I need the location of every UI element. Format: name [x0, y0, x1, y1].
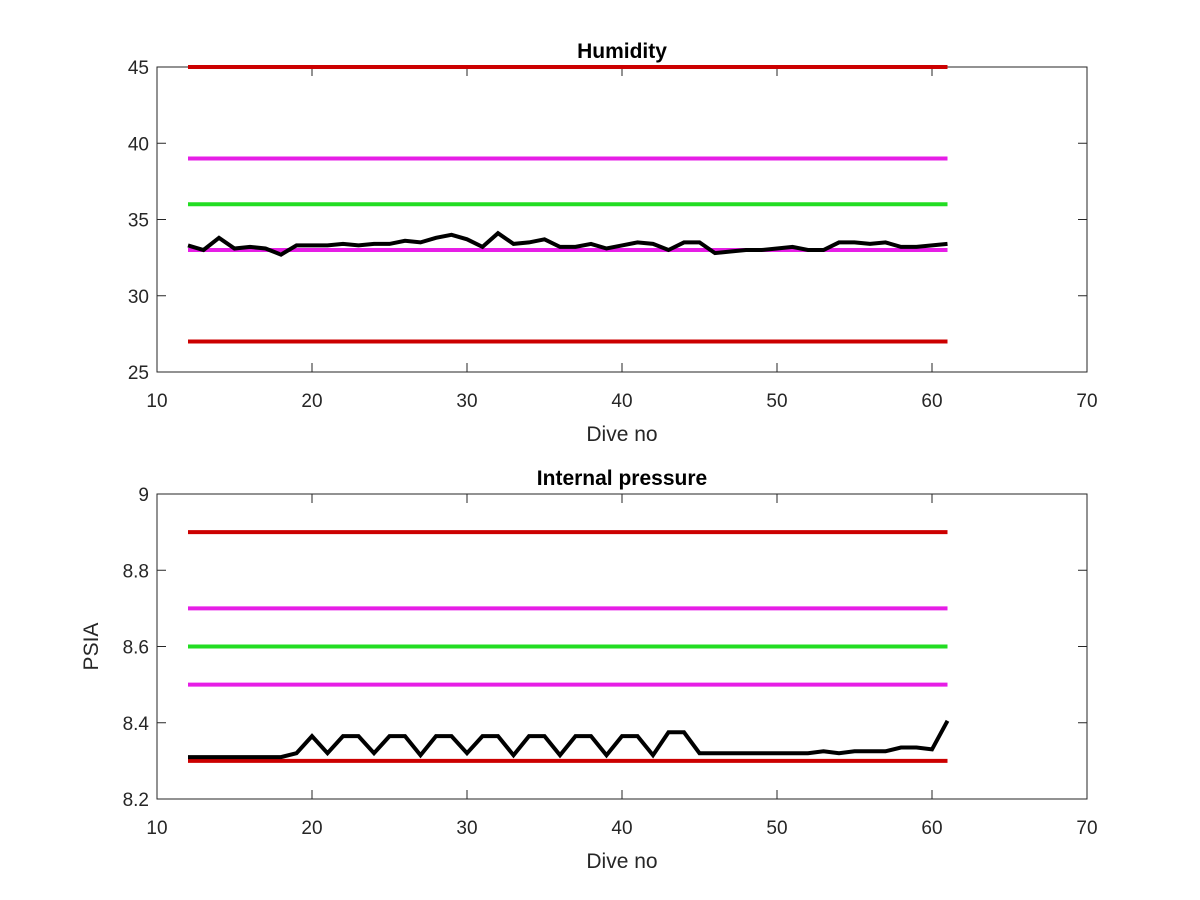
humidity-series-line-5	[187, 230, 948, 257]
internal-pressure-y-tick-label: 8.8	[123, 561, 149, 582]
internal-pressure-y-axis-label: PSIA	[80, 623, 103, 671]
internal-pressure-y-tick-label: 8.2	[123, 790, 149, 811]
humidity-y-tick-label: 25	[128, 363, 149, 384]
internal-pressure-y-tick-label: 8.6	[123, 638, 149, 659]
humidity-x-tick-label: 50	[766, 391, 787, 412]
internal-pressure-x-tick-label: 40	[611, 818, 632, 839]
internal-pressure-x-tick-label: 10	[146, 818, 167, 839]
humidity-x-tick-label: 10	[146, 391, 167, 412]
internal-pressure-title: Internal pressure	[537, 467, 707, 490]
humidity-panel: 10 20 30 40 50 60 70 25 30 35 40 45 Humidity Dive no	[128, 40, 1098, 446]
internal-pressure-panel: 10 20 30 40 50 60 70 8.2 8.4 8.6 8.8 9 Internal pres…	[80, 467, 1098, 873]
humidity-y-tick-label: 30	[128, 287, 149, 308]
humidity-x-tick-label: 70	[1076, 391, 1097, 412]
humidity-x-tick-label: 20	[301, 391, 322, 412]
internal-pressure-x-tick-label: 70	[1076, 818, 1097, 839]
humidity-y-tick-label: 40	[128, 134, 149, 155]
humidity-title: Humidity	[577, 40, 667, 63]
humidity-x-tick-label: 30	[456, 391, 477, 412]
internal-pressure-x-tick-label: 60	[921, 818, 942, 839]
humidity-plot-area	[156, 66, 1088, 373]
humidity-y-tick-label: 45	[128, 58, 149, 79]
internal-pressure-x-tick-label: 30	[456, 818, 477, 839]
humidity-x-axis-label: Dive no	[586, 423, 657, 446]
internal-pressure-x-axis-label: Dive no	[586, 850, 657, 873]
internal-pressure-y-tick-label: 9	[138, 485, 149, 506]
internal-pressure-series-line-5	[188, 719, 950, 760]
internal-pressure-x-tick-label: 20	[301, 818, 322, 839]
humidity-x-tick-label: 40	[611, 391, 632, 412]
humidity-x-tick-label: 60	[921, 391, 942, 412]
humidity-y-tick-label: 35	[128, 211, 149, 232]
internal-pressure-y-tick-label: 8.4	[123, 714, 150, 735]
internal-pressure-x-tick-label: 50	[766, 818, 787, 839]
